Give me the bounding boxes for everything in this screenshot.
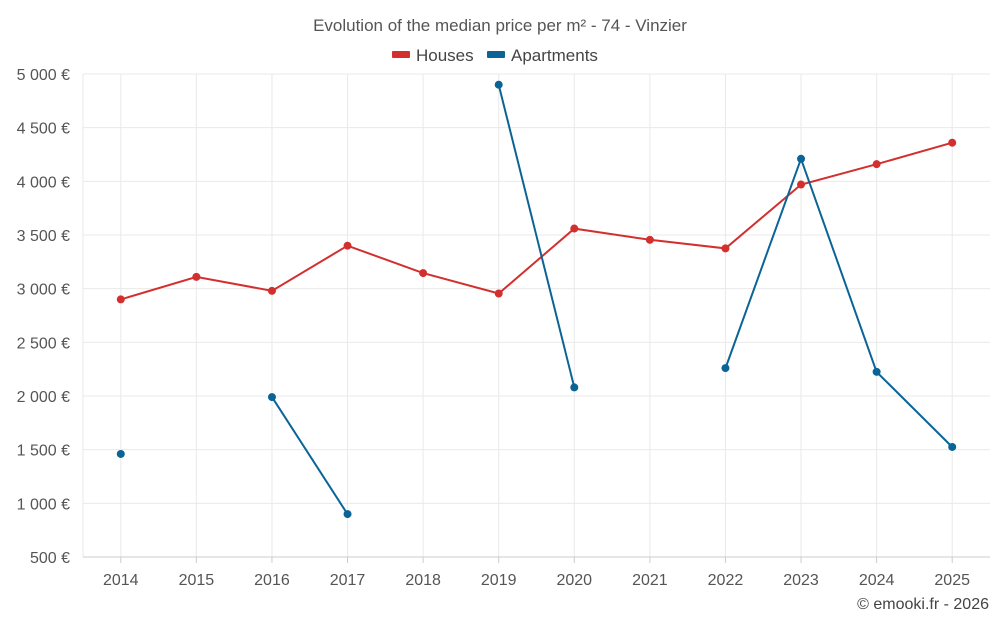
data-point-apartments-2023[interactable] bbox=[797, 154, 806, 163]
data-point-apartments-2020[interactable] bbox=[570, 383, 579, 392]
x-tick-label: 2018 bbox=[405, 572, 441, 589]
series-line-apartments bbox=[497, 84, 576, 388]
data-point-houses-2023[interactable] bbox=[797, 180, 806, 189]
y-tick-label: 4 000 € bbox=[17, 174, 70, 191]
y-tick-label: 3 500 € bbox=[17, 228, 70, 245]
data-point-apartments-2022[interactable] bbox=[721, 364, 730, 373]
data-point-apartments-2016[interactable] bbox=[267, 393, 276, 402]
y-tick-label: 1 500 € bbox=[17, 443, 70, 460]
x-tick-label: 2021 bbox=[632, 572, 668, 589]
x-tick-label: 2025 bbox=[934, 572, 970, 589]
data-point-houses-2015[interactable] bbox=[192, 272, 201, 281]
data-point-houses-2017[interactable] bbox=[343, 241, 352, 250]
data-point-houses-2021[interactable] bbox=[645, 235, 654, 244]
legend-swatch-houses bbox=[392, 51, 410, 58]
x-tick-label: 2020 bbox=[556, 572, 592, 589]
data-point-houses-2020[interactable] bbox=[570, 224, 579, 233]
series-apartments bbox=[116, 80, 957, 519]
y-tick-label: 3 000 € bbox=[17, 282, 70, 299]
legend-item-houses[interactable]: Houses bbox=[392, 46, 474, 65]
data-point-houses-2016[interactable] bbox=[267, 286, 276, 295]
data-point-apartments-2014[interactable] bbox=[116, 449, 125, 458]
x-tick-label: 2019 bbox=[481, 572, 517, 589]
data-point-houses-2019[interactable] bbox=[494, 289, 503, 298]
series-line-apartments bbox=[724, 155, 953, 448]
x-tick-label: 2015 bbox=[179, 572, 215, 589]
legend: Houses Apartments bbox=[392, 46, 598, 65]
data-point-houses-2022[interactable] bbox=[721, 244, 730, 253]
legend-swatch-apartments bbox=[487, 51, 505, 58]
y-tick-label: 5 000 € bbox=[17, 67, 70, 84]
grid-layer bbox=[82, 73, 990, 557]
series-houses bbox=[116, 138, 957, 304]
data-point-houses-2025[interactable] bbox=[948, 138, 957, 147]
data-point-apartments-2025[interactable] bbox=[948, 442, 957, 451]
legend-label-apartments: Apartments bbox=[511, 46, 598, 65]
x-tick-label: 2023 bbox=[783, 572, 819, 589]
series-line-houses bbox=[120, 141, 953, 301]
x-tick-label: 2014 bbox=[103, 572, 139, 589]
series-line-apartments bbox=[271, 396, 349, 515]
chart-title: Evolution of the median price per m² - 7… bbox=[313, 16, 687, 35]
x-tick-label: 2017 bbox=[330, 572, 366, 589]
legend-label-houses: Houses bbox=[416, 46, 474, 65]
y-tick-label: 500 € bbox=[30, 550, 70, 567]
x-tick-label: 2024 bbox=[859, 572, 895, 589]
y-tick-label: 2 500 € bbox=[17, 335, 70, 352]
axis-layer: 500 € 1 000 € 1 500 € 2 000 € 2 500 € 3 000 €… bbox=[17, 67, 990, 589]
x-tick-label: 2022 bbox=[708, 572, 744, 589]
legend-item-apartments[interactable]: Apartments bbox=[487, 46, 598, 65]
data-point-houses-2018[interactable] bbox=[419, 269, 428, 278]
data-point-houses-2014[interactable] bbox=[116, 295, 125, 304]
y-tick-label: 4 500 € bbox=[17, 121, 70, 138]
credit-text: © emooki.fr - 2026 bbox=[857, 596, 989, 613]
data-point-apartments-2017[interactable] bbox=[343, 510, 352, 519]
data-point-houses-2024[interactable] bbox=[872, 160, 881, 169]
x-tick-label: 2016 bbox=[254, 572, 290, 589]
data-point-apartments-2024[interactable] bbox=[872, 367, 881, 376]
series-layer bbox=[116, 80, 957, 519]
y-tick-label: 2 000 € bbox=[17, 389, 70, 406]
data-point-apartments-2019[interactable] bbox=[494, 80, 503, 89]
y-tick-label: 1 000 € bbox=[17, 496, 70, 513]
